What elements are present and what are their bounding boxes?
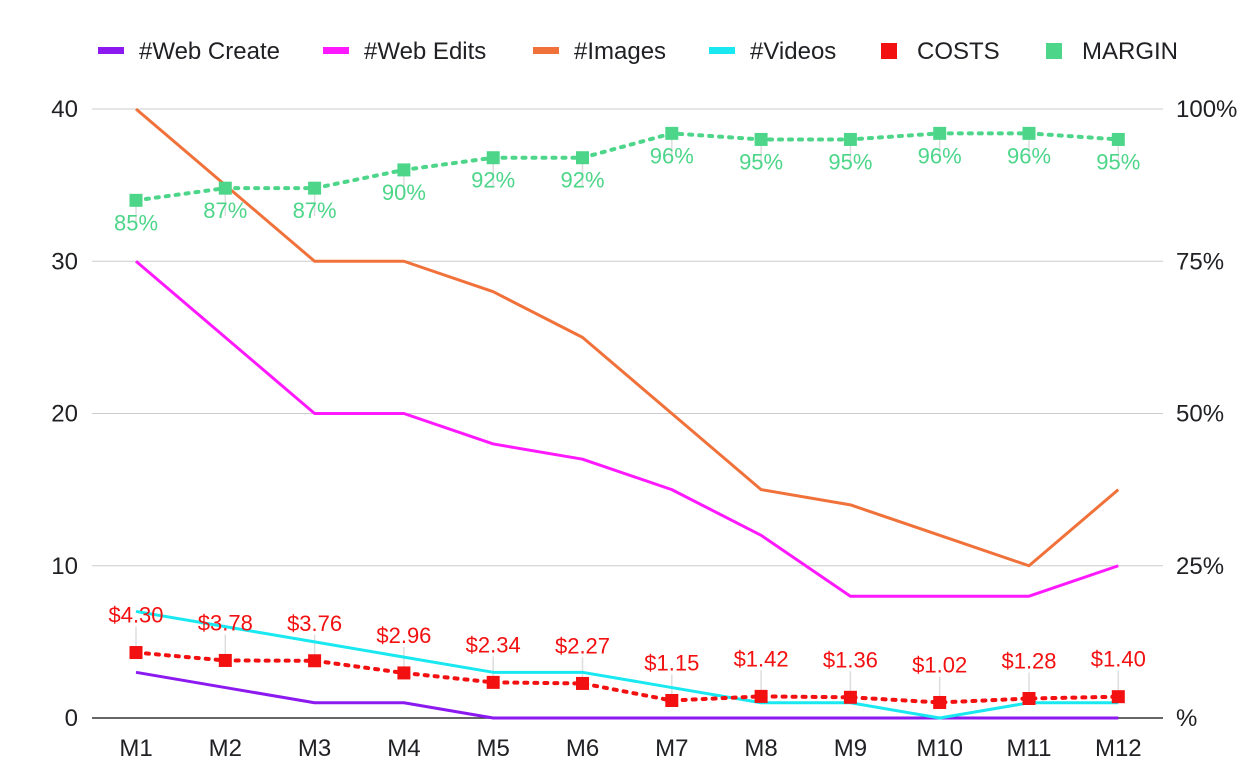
series-marker — [843, 690, 857, 704]
legend-label: #Web Create — [139, 38, 280, 65]
series-layer — [129, 107, 1125, 720]
series-marker — [665, 693, 679, 707]
x-tick-label: M4 — [387, 735, 420, 762]
legend-label: COSTS — [917, 38, 1000, 65]
x-tick-label: M9 — [834, 735, 867, 762]
series-marker — [486, 675, 500, 689]
series-marker — [933, 126, 947, 140]
series-marker — [754, 132, 768, 146]
y-right-tick-label: 50% — [1176, 401, 1224, 428]
data-label: 92% — [560, 168, 604, 193]
data-label: 96% — [918, 143, 962, 168]
legend-swatch — [1046, 43, 1062, 59]
series-marker — [665, 126, 679, 140]
data-label: $4.30 — [108, 603, 163, 628]
series-line — [135, 260, 1119, 598]
x-tick-label: M5 — [477, 735, 510, 762]
data-label: $1.36 — [823, 647, 878, 672]
data-label: $2.34 — [466, 632, 521, 657]
series-marker — [1022, 126, 1036, 140]
x-tick-label: M1 — [119, 735, 152, 762]
x-tick-label: M2 — [209, 735, 242, 762]
x-tick-label: M7 — [655, 735, 688, 762]
series-marker — [1111, 132, 1125, 146]
y-left-tick-label: 20 — [51, 401, 78, 428]
series-marker — [486, 151, 500, 165]
data-label-layer: $4.30 $3.78 $3.76 $2.96 $2.34 $2.27 $1.15 $1.42… — [108, 143, 1145, 677]
y-left-tick-label: 40 — [51, 96, 78, 123]
series-marker — [754, 689, 768, 703]
x-tick-label: M10 — [916, 735, 963, 762]
series-line — [135, 107, 1120, 568]
series-marker — [1111, 690, 1125, 704]
data-label: 96% — [650, 143, 694, 168]
series-line — [134, 131, 1121, 203]
x-tick-label: M3 — [298, 735, 331, 762]
data-label: $3.76 — [287, 611, 342, 636]
y-right-tick-label: % — [1176, 705, 1197, 732]
data-label: 87% — [293, 198, 337, 223]
data-label: 95% — [1096, 149, 1140, 174]
y-right-tick-label: 25% — [1176, 553, 1224, 580]
data-label: 96% — [1007, 143, 1051, 168]
series-marker — [218, 181, 232, 195]
data-label: $1.28 — [1001, 649, 1056, 674]
data-label: $1.15 — [644, 650, 699, 675]
series-marker — [933, 695, 947, 709]
x-tick-label: M12 — [1095, 735, 1142, 762]
axes: 0 % 10 25% 20 50% 30 75% 40 100% M1 M2 M3 M4 M5 M6 M7 M8 M… — [51, 96, 1237, 762]
y-left-tick-label: 30 — [51, 248, 78, 275]
data-label: $2.27 — [555, 633, 610, 658]
legend-swatch — [323, 47, 349, 54]
series-marker — [129, 646, 143, 660]
series-line — [134, 650, 1121, 705]
legend-label: #Images — [574, 38, 666, 65]
series-marker — [397, 163, 411, 177]
legend-label: #Videos — [750, 38, 836, 65]
series-marker — [308, 181, 322, 195]
legend-swatch — [98, 47, 124, 54]
series-marker — [397, 666, 411, 680]
data-label: 95% — [828, 149, 872, 174]
series-marker — [576, 151, 589, 165]
data-label: $1.42 — [734, 646, 789, 671]
y-right-tick-label: 100% — [1176, 96, 1237, 123]
data-label: 92% — [471, 168, 515, 193]
x-tick-label: M8 — [744, 735, 777, 762]
y-left-tick-label: 10 — [51, 553, 78, 580]
data-label: $1.02 — [912, 652, 967, 677]
series-marker — [308, 654, 322, 668]
legend: #Web Create #Web Edits #Images #Videos COSTS… — [98, 38, 1178, 65]
series-marker — [1022, 692, 1036, 706]
data-label: $3.78 — [198, 610, 253, 635]
x-tick-label: M11 — [1007, 735, 1052, 762]
data-label: $1.40 — [1091, 647, 1146, 672]
data-label: 87% — [203, 198, 247, 223]
series-marker — [218, 653, 232, 667]
data-label: $2.96 — [376, 623, 431, 648]
legend-label: #Web Edits — [364, 38, 486, 65]
series-line — [135, 670, 1119, 720]
y-right-tick-label: 75% — [1176, 248, 1224, 275]
legend-swatch — [881, 43, 897, 59]
series-marker — [576, 676, 589, 690]
series-line — [135, 609, 1119, 720]
y-left-tick-label: 0 — [65, 705, 78, 732]
series-marker — [843, 132, 857, 146]
series-marker — [129, 193, 143, 207]
data-label: 90% — [382, 180, 426, 205]
data-label: 95% — [739, 149, 783, 174]
legend-label: MARGIN — [1082, 38, 1178, 65]
data-label: 85% — [114, 210, 158, 235]
x-tick-label: M6 — [566, 735, 599, 762]
legend-swatch — [709, 47, 735, 54]
legend-swatch — [533, 47, 559, 54]
